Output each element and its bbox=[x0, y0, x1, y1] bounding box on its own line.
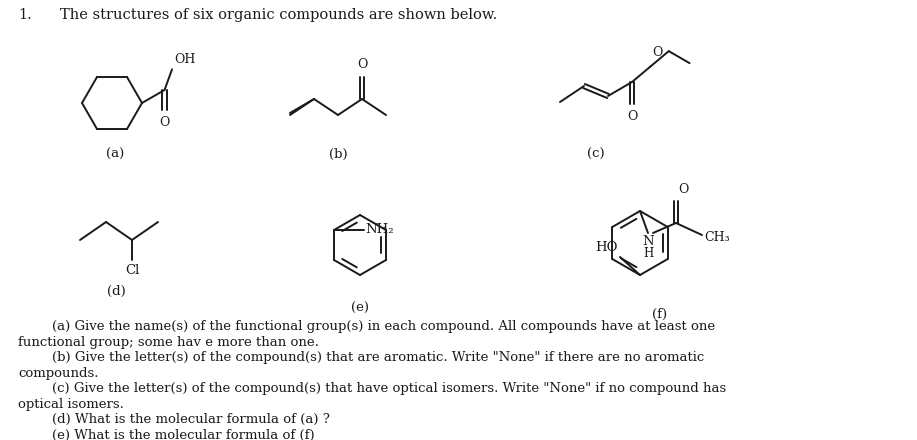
Text: (d) What is the molecular formula of (a) ?: (d) What is the molecular formula of (a)… bbox=[18, 413, 330, 426]
Text: O: O bbox=[160, 116, 170, 129]
Text: (c): (c) bbox=[587, 148, 605, 161]
Text: O: O bbox=[627, 110, 637, 123]
Text: O: O bbox=[652, 46, 663, 59]
Text: CH₃: CH₃ bbox=[704, 231, 730, 243]
Text: (a): (a) bbox=[105, 148, 124, 161]
Text: O: O bbox=[357, 58, 367, 71]
Text: OH: OH bbox=[174, 53, 195, 66]
Text: H: H bbox=[643, 247, 653, 260]
Text: NH₂: NH₂ bbox=[365, 223, 393, 235]
Text: 1.: 1. bbox=[18, 8, 32, 22]
Text: (c) Give the letter(s) of the compound(s) that have optical isomers. Write "None: (c) Give the letter(s) of the compound(s… bbox=[18, 382, 726, 395]
Text: (f): (f) bbox=[652, 308, 668, 321]
Text: (d): (d) bbox=[106, 285, 126, 298]
Text: optical isomers.: optical isomers. bbox=[18, 397, 124, 411]
Text: O: O bbox=[678, 183, 689, 196]
Text: functional group; some hav e more than one.: functional group; some hav e more than o… bbox=[18, 335, 319, 348]
Text: N: N bbox=[642, 235, 654, 248]
Text: (e) What is the molecular formula of (f): (e) What is the molecular formula of (f) bbox=[18, 429, 315, 440]
Text: (b) Give the letter(s) of the compound(s) that are aromatic. Write "None" if the: (b) Give the letter(s) of the compound(s… bbox=[18, 351, 704, 364]
Text: (e): (e) bbox=[351, 302, 369, 315]
Text: HO: HO bbox=[595, 241, 618, 254]
Text: compounds.: compounds. bbox=[18, 367, 98, 379]
Text: (a) Give the name(s) of the functional group(s) in each compound. All compounds : (a) Give the name(s) of the functional g… bbox=[18, 320, 715, 333]
Text: The structures of six organic compounds are shown below.: The structures of six organic compounds … bbox=[60, 8, 497, 22]
Text: Cl: Cl bbox=[125, 264, 139, 277]
Text: (b): (b) bbox=[328, 148, 348, 161]
